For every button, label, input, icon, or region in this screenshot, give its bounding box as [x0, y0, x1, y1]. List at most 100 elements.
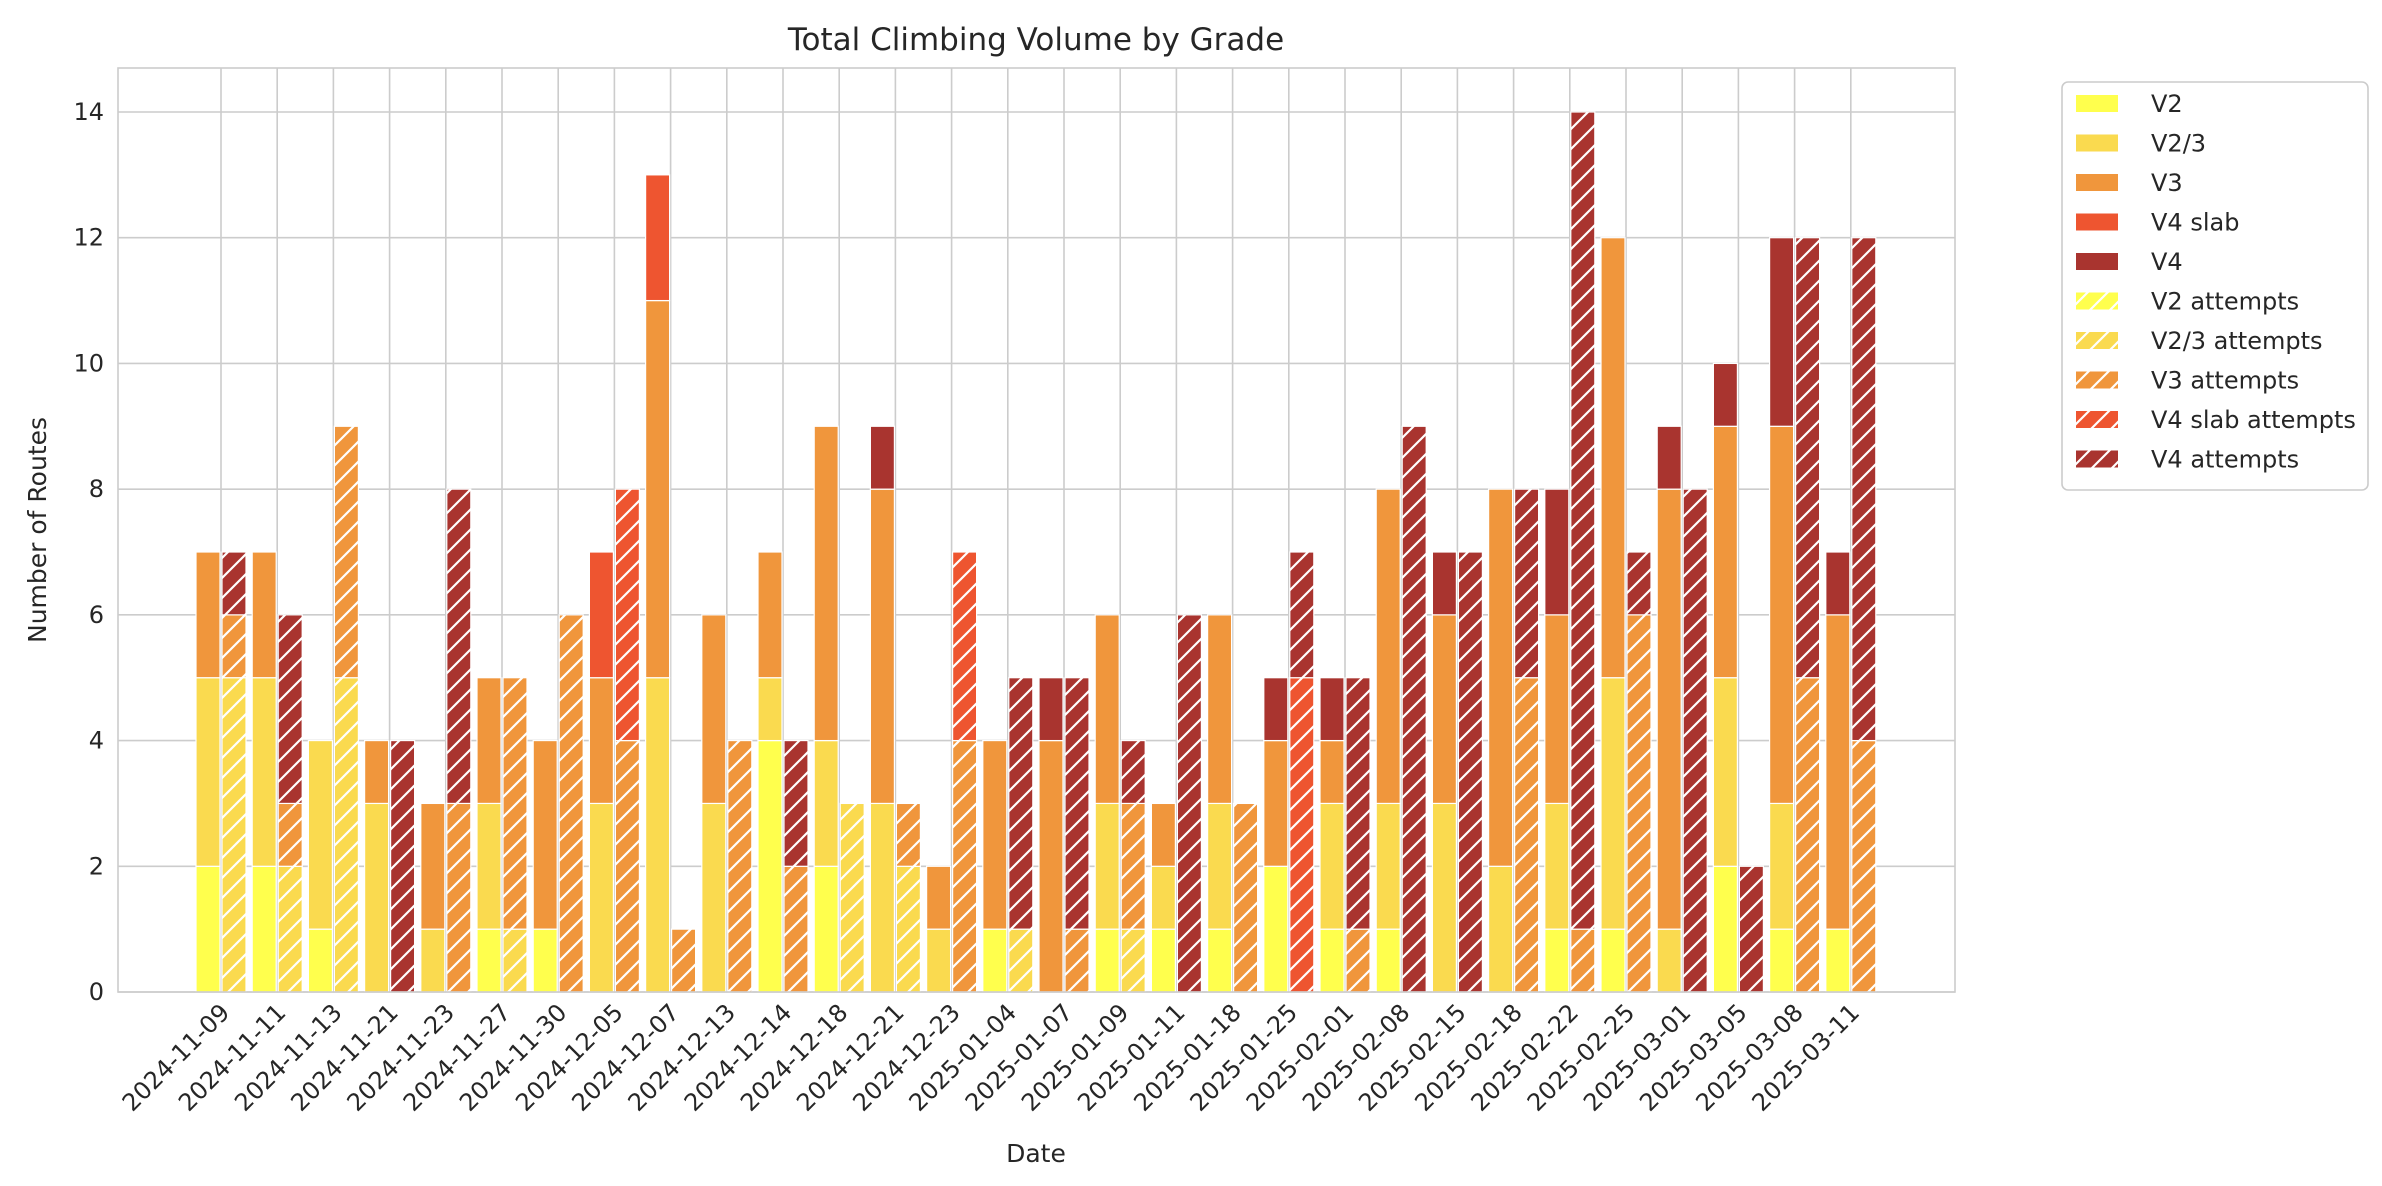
bar-v2 [1150, 928, 1177, 993]
bar-hatch [952, 740, 977, 992]
bar-v4 [1656, 425, 1682, 490]
bar-v3 [1375, 488, 1401, 805]
y-tick-label: 8 [89, 475, 104, 503]
bar-hatch [1289, 552, 1314, 678]
bar-hatch [1851, 237, 1876, 741]
legend-swatch-v4 [2076, 253, 2118, 270]
bar-hatch [952, 552, 977, 741]
bar-v2-3 [1094, 802, 1120, 930]
bar-v3 [588, 677, 615, 805]
bar-hatch [784, 740, 808, 867]
bar-v3 [1600, 237, 1626, 679]
bar-hatch [1570, 929, 1595, 992]
bar-v3 [701, 614, 727, 805]
legend-frame [2061, 81, 2369, 491]
bar-v3 [476, 677, 502, 805]
bar-hatch [1008, 929, 1033, 992]
bar-v2-3 [307, 739, 333, 930]
legend-swatch-v2-3 [2076, 134, 2118, 152]
bar-hatch [671, 929, 696, 992]
legend-label: V4 slab [2151, 209, 2239, 237]
bar-v4-slab [644, 174, 671, 302]
bar-v3 [1094, 614, 1120, 805]
bar-v2-3 [476, 802, 502, 930]
bar-hatch [615, 740, 640, 992]
bar-v3 [757, 551, 783, 679]
bar-hatch [222, 614, 246, 678]
bar-v3 [813, 425, 839, 742]
bar-v3 [982, 739, 1008, 930]
bar-hatch [784, 866, 808, 992]
bar-hatch [1065, 929, 1089, 992]
y-tick-label: 12 [73, 224, 104, 252]
bar-hatch [1683, 489, 1708, 992]
bar-v4 [1544, 488, 1570, 616]
bar-v3 [1206, 614, 1233, 805]
plot-area [195, 111, 1877, 993]
bar-v2 [251, 865, 277, 993]
bar-v2-3 [1319, 802, 1345, 930]
bar-hatch [1627, 552, 1651, 615]
legend-swatch-v2 [2076, 95, 2118, 112]
bar-hatch [278, 803, 303, 867]
bar-v2 [1375, 928, 1401, 993]
legend-swatch-hatch [2076, 332, 2118, 349]
bar-v2 [1263, 865, 1289, 993]
bar-hatch [222, 552, 246, 615]
x-axis-ticks: 2024-11-092024-11-112024-11-132024-11-21… [117, 998, 1865, 1116]
bar-v2 [813, 865, 839, 993]
bar-v2-3 [1487, 865, 1514, 993]
bar-hatch [1121, 929, 1146, 992]
bar-v2-3 [644, 677, 671, 993]
bar-hatch [1851, 740, 1876, 992]
grid [118, 68, 1955, 993]
bar-hatch [278, 614, 303, 804]
bar-v3 [1825, 614, 1851, 930]
bar-hatch [1514, 489, 1539, 678]
bar-v2-3 [1375, 802, 1401, 930]
y-tick-label: 4 [89, 727, 104, 755]
bar-v3 [1319, 739, 1345, 805]
bar-hatch [1514, 677, 1539, 992]
bar-v2-3 [925, 928, 952, 993]
legend-label: V3 [2151, 169, 2183, 197]
bar-v3 [644, 299, 671, 679]
bar-v3 [532, 739, 558, 930]
chart-title: Total Climbing Volume by Grade [787, 22, 1284, 58]
bar-v4-slab [588, 551, 615, 679]
bar-v3 [869, 488, 896, 805]
y-tick-label: 6 [89, 601, 104, 629]
bar-hatch [1289, 677, 1314, 992]
bar-hatch [503, 677, 527, 930]
bar-v2 [1825, 928, 1851, 993]
bar-v2 [1206, 928, 1233, 993]
legend-swatch-v4-slab [2076, 213, 2118, 231]
bar-v2 [982, 928, 1008, 993]
bar-hatch [1795, 677, 1820, 992]
legend-label: V2/3 [2151, 130, 2206, 158]
legend-label: V4 slab attempts [2151, 406, 2356, 434]
bar-v4 [1768, 237, 1795, 427]
bar-v2-3 [251, 677, 277, 867]
bar-hatch [1458, 552, 1483, 992]
y-tick-label: 10 [73, 349, 104, 377]
bar-hatch [1346, 929, 1370, 992]
bar-v2-3 [195, 677, 221, 867]
bar-v2 [1600, 928, 1626, 993]
legend-label: V2/3 attempts [2151, 327, 2323, 355]
bar-v2-3 [1712, 677, 1739, 867]
y-tick-label: 2 [89, 852, 104, 880]
bar-hatch [1739, 866, 1764, 992]
bar-v2 [757, 739, 783, 993]
legend-label: V3 attempts [2151, 367, 2299, 395]
bar-v2-3 [1768, 802, 1795, 930]
legend-label: V2 attempts [2151, 288, 2299, 316]
bar-v2 [1712, 865, 1739, 993]
bar-hatch [1795, 237, 1820, 678]
bar-v2-3 [1544, 802, 1570, 930]
legend-label: V4 attempts [2151, 446, 2299, 474]
bar-hatch [390, 740, 415, 992]
bar-v2-3 [1431, 802, 1458, 993]
bar-hatch [334, 677, 359, 992]
bar-v2-3 [420, 928, 446, 993]
